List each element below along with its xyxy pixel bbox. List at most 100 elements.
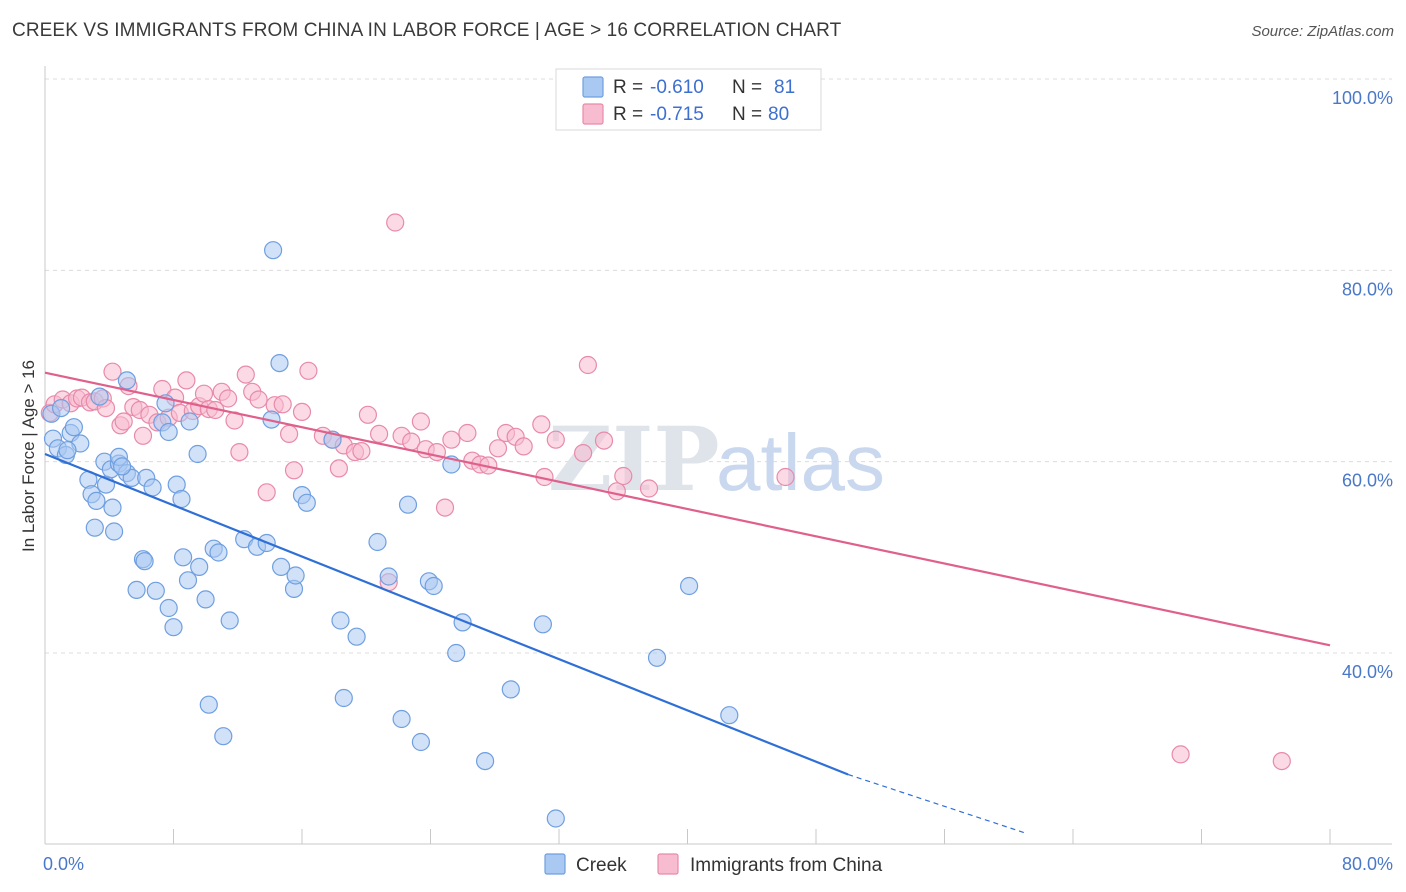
legend-n-label-1: N = [732,77,762,98]
watermark-zip: ZIP [548,407,720,511]
source-label: Source: ZipAtlas.com [1251,23,1394,40]
bottom-legend-creek: Creek [576,855,627,876]
creek-point-37 [180,412,199,431]
creek-point-55 [297,493,316,512]
legend-n-label-2: N = [732,104,762,125]
creek-point-26 [146,581,165,600]
china-point-74 [607,482,626,501]
y-tick-label-2: 80.0% [1342,279,1393,299]
china-trend-line [44,371,1331,647]
creek-point-61 [379,567,398,586]
trend-lines [44,371,1331,834]
china-point-59 [442,430,461,449]
creek-point-73 [546,809,565,828]
x-tick-label-1: 80.0% [1342,854,1393,874]
china-point-55 [411,412,430,431]
china-point-10 [103,362,122,381]
creek-trend-line [44,452,849,776]
creek-point-74 [647,648,667,667]
y-tick-label-0: 40.0% [1342,662,1393,682]
y-axis-label: In Labor Force | Age > 16 [19,360,38,552]
china-point-49 [358,405,377,424]
creek-point-32 [159,598,178,618]
gridlines [45,78,1392,654]
china-point-73 [594,431,614,450]
creek-point-23 [127,580,146,600]
series-creek-points [42,241,739,828]
china-point-67 [514,437,533,456]
creek-point-58 [334,688,353,708]
china-point-77 [776,467,795,487]
watermark-atlas: atlas [716,418,885,507]
creek-trend-extension [847,773,1026,834]
china-point-40 [284,461,304,480]
creek-point-4 [64,418,84,437]
creek-point-41 [209,543,228,562]
creek-point-36 [188,444,207,464]
china-point-30 [219,389,238,408]
creek-point-68 [447,643,466,663]
china-point-71 [573,444,593,463]
china-point-16 [133,426,153,445]
creek-point-34 [174,548,193,567]
bottom-legend-china: Immigrants from China [690,855,883,876]
legend-swatch-china [582,103,604,125]
creek-point-64 [411,732,430,752]
china-point-45 [329,459,348,478]
china-point-78 [1171,745,1190,764]
creek-point-35 [178,571,198,590]
creek-point-9 [85,518,104,537]
legend-r-value-china: -0.715 [650,104,704,125]
creek-point-50 [264,241,283,260]
china-point-50 [370,424,389,443]
x-tick-label-0: 0.0% [43,854,84,874]
creek-point-29 [159,422,178,442]
china-point-68 [532,415,551,434]
legend-r-value-creek: -0.610 [650,77,704,98]
creek-point-80 [112,457,132,476]
china-point-48 [352,442,371,461]
china-point-64 [488,439,508,458]
chart-title: CREEK VS IMMIGRANTS FROM CHINA IN LABOR … [12,20,842,41]
china-point-52 [386,213,405,232]
creek-point-53 [286,566,305,585]
legend: R = -0.610 N = 81 R = -0.715 N = 80 [555,68,822,131]
china-point-60 [458,423,477,443]
china-point-23 [177,371,196,390]
creek-point-63 [398,495,418,514]
creek-point-62 [392,709,411,729]
china-point-39 [280,424,299,443]
creek-point-79 [58,441,77,460]
bottom-legend: Creek Immigrants from China [544,853,883,876]
creek-point-76 [720,706,739,725]
legend-swatch-creek [582,76,604,98]
creek-point-43 [199,695,218,714]
creek-point-25 [135,552,154,571]
creek-point-11 [117,371,137,390]
china-point-36 [257,483,276,502]
creek-point-72 [533,615,553,634]
creek-point-48 [272,557,291,577]
y-tick-label-3: 100.0% [1332,88,1393,108]
creek-point-66 [424,576,443,596]
legend-r-label-2: R = [613,104,643,125]
creek-point-51 [270,354,289,373]
creek-point-71 [501,680,520,699]
china-point-12 [114,412,133,431]
china-point-35 [249,390,268,409]
china-point-70 [546,430,565,449]
creek-point-21 [103,498,122,517]
creek-point-60 [368,532,387,552]
china-point-76 [639,479,659,498]
legend-n-value-china: 80 [768,104,789,125]
china-point-75 [614,466,633,486]
creek-point-59 [347,627,366,646]
creek-point-78 [51,399,71,418]
creek-point-39 [196,590,215,609]
legend-n-value-creek: 81 [774,77,795,98]
creek-point-38 [190,557,209,577]
legend-r-label-1: R = [613,77,643,98]
china-point-41 [292,402,312,421]
creek-point-70 [476,751,495,771]
